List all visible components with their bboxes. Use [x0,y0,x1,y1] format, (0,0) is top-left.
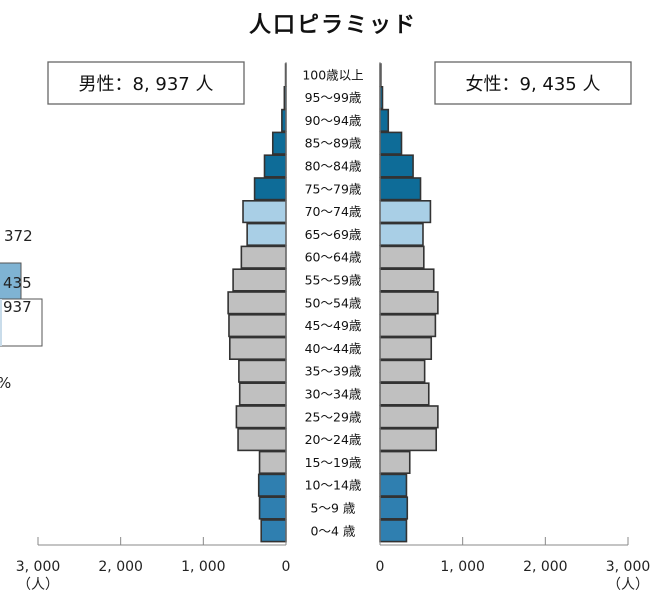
female-bar-16 [379,154,414,178]
age-label-9: 45～49歳 [305,318,362,333]
female-bar-10 [379,291,439,315]
female-unit-label: （人） [607,577,649,593]
female-bar-14 [379,200,432,224]
male-bar-7 [238,359,287,383]
age-label-12: 60～64歳 [305,250,362,265]
age-label-15: 75～79歳 [305,181,362,196]
male-tick-label-2: 1, 000 [181,559,226,575]
fragment-bar-white [0,298,43,347]
fragment-bar-edge [0,299,2,346]
age-label-0: 0～4 歳 [311,523,356,538]
male-bar-16 [263,154,287,178]
age-label-20: 100歳以上 [302,67,363,82]
female-tick-label-1: 1, 000 [440,559,485,575]
age-label-5: 25～29歳 [305,409,362,424]
age-label-8: 40～44歳 [305,341,362,356]
age-label-3: 15～19歳 [305,455,362,470]
fragment-label-percent: % [0,374,11,392]
x-ticks-group: 3, 000 2, 000 1, 000 0 0 1, 000 2, 000 3, 000 （人… [16,537,651,593]
male-bar-17 [271,131,287,155]
female-bar-7 [379,359,426,383]
male-bar-9 [228,313,287,338]
male-bar-3 [258,450,287,475]
male-bar-1 [258,496,287,520]
age-label-16: 80～84歳 [305,159,362,174]
age-label-7: 35～39歳 [305,364,362,379]
male-bar-8 [228,336,287,361]
male-bar-11 [232,268,287,292]
male-total-box [47,61,245,105]
age-label-13: 65～69歳 [305,227,362,242]
age-labels-group: 0～4 歳 5～9 歳 10～14歳 15～19歳 20～24歳 25～29歳 30～34歳… [302,67,363,538]
female-tick-label-3: 3, 000 [606,559,651,575]
age-label-2: 10～14歳 [305,478,362,493]
female-bar-17 [379,131,403,155]
male-bar-2 [257,473,287,497]
male-bar-4 [237,427,287,452]
female-bar-5 [379,405,439,429]
female-bar-8 [379,336,433,361]
male-bar-10 [227,291,287,315]
bars-group [227,63,439,543]
female-bar-9 [379,313,437,338]
age-label-1: 5～9 歳 [311,501,356,516]
female-bar-4 [379,427,438,452]
age-label-18: 90～94歳 [305,113,362,128]
fragment-label-372: 372 [4,227,33,245]
left-cut-chart-fragment: 372 435 937 % [0,227,43,392]
female-total-label: 女性：9, 435 人 [466,74,601,95]
male-bar-15 [253,177,287,201]
female-bar-18 [379,108,390,132]
female-total-box [434,61,632,105]
fragment-label-937: 937 [3,298,32,316]
male-total-label: 男性：8, 937 人 [79,74,214,95]
male-bar-5 [235,405,287,429]
male-tick-label-1: 2, 000 [98,559,143,575]
age-label-19: 95～99歳 [305,90,362,105]
female-bar-0 [379,519,408,543]
x-axes [38,62,628,546]
female-bar-1 [379,496,409,520]
male-bar-13 [246,222,287,247]
female-bar-15 [379,177,422,201]
female-bar-3 [379,450,411,475]
male-bar-12 [240,245,287,269]
male-tick-label-0: 3, 000 [16,559,61,575]
age-label-17: 85～89歳 [305,136,362,151]
male-unit-label: （人） [17,577,59,593]
female-bar-11 [379,268,435,292]
male-bar-18 [281,108,287,132]
male-bar-14 [242,200,287,224]
age-label-14: 70～74歳 [305,204,362,219]
female-tick-label-0: 0 [376,559,385,575]
age-label-6: 30～34歳 [305,387,362,402]
age-label-11: 55～59歳 [305,273,362,288]
age-label-4: 20～24歳 [305,432,362,447]
female-bar-6 [379,382,430,406]
age-label-10: 50～54歳 [305,295,362,310]
male-tick-label-3: 0 [282,559,291,575]
male-bar-0 [260,519,287,543]
chart-title: 人口ピラミッド [249,13,417,38]
female-bar-2 [379,473,408,497]
fragment-label-435: 435 [3,274,32,292]
male-bar-6 [238,382,287,406]
female-tick-label-2: 2, 000 [523,559,568,575]
female-bar-12 [379,245,425,269]
female-bar-13 [379,222,424,247]
